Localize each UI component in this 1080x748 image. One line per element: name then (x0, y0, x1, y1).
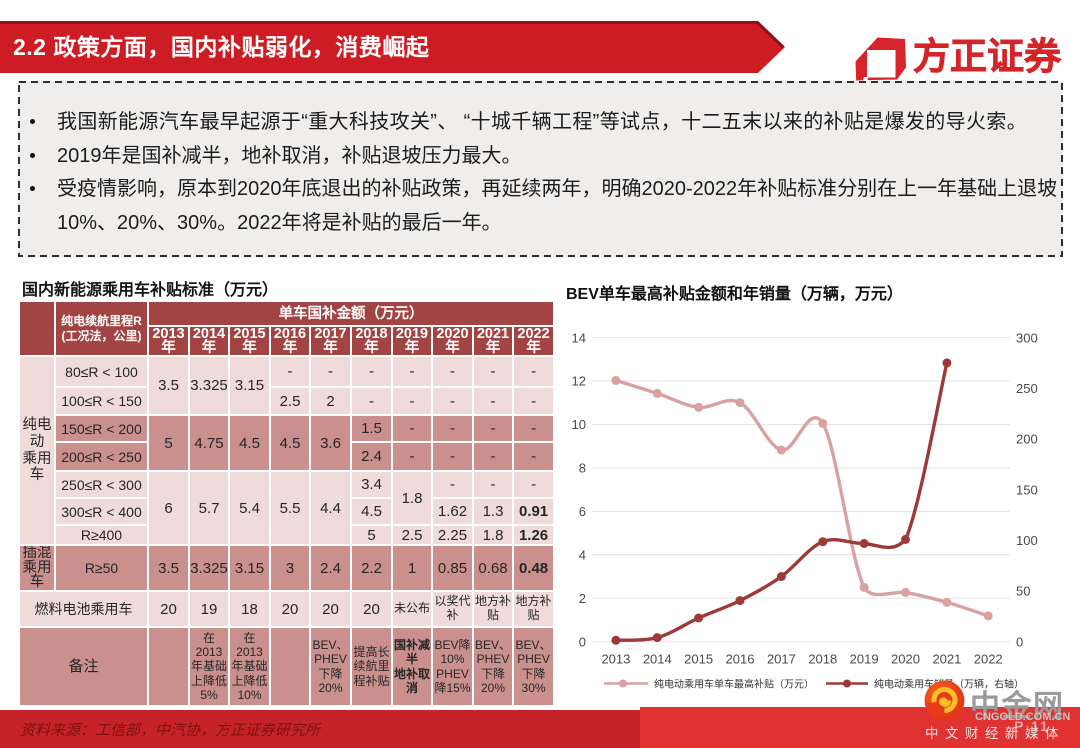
svg-text:2015: 2015 (684, 652, 713, 667)
svg-text:2: 2 (579, 591, 586, 606)
svg-text:12: 12 (572, 374, 586, 389)
svg-text:2021: 2021 (932, 652, 961, 667)
svg-text:50: 50 (1016, 584, 1030, 599)
svg-text:2017: 2017 (767, 652, 796, 667)
svg-text:200: 200 (1016, 432, 1038, 447)
svg-text:2013: 2013 (601, 652, 630, 667)
svg-text:0: 0 (579, 634, 586, 649)
svg-text:250: 250 (1016, 381, 1038, 396)
svg-text:150: 150 (1016, 482, 1038, 497)
svg-text:10: 10 (572, 417, 586, 432)
svg-text:6: 6 (579, 504, 586, 519)
svg-text:300: 300 (1016, 330, 1038, 345)
svg-text:2022: 2022 (974, 652, 1003, 667)
svg-text:100: 100 (1016, 533, 1038, 548)
svg-text:2016: 2016 (726, 652, 755, 667)
svg-text:2018: 2018 (808, 652, 837, 667)
svg-text:2020: 2020 (891, 652, 920, 667)
svg-text:0: 0 (1016, 634, 1023, 649)
svg-text:2019: 2019 (850, 652, 879, 667)
svg-text:14: 14 (572, 330, 586, 345)
svg-text:8: 8 (579, 461, 586, 476)
svg-text:纯电动乘用车单车最高补贴（万元）: 纯电动乘用车单车最高补贴（万元） (654, 678, 814, 691)
svg-text:4: 4 (579, 548, 586, 563)
svg-text:2014: 2014 (643, 652, 672, 667)
